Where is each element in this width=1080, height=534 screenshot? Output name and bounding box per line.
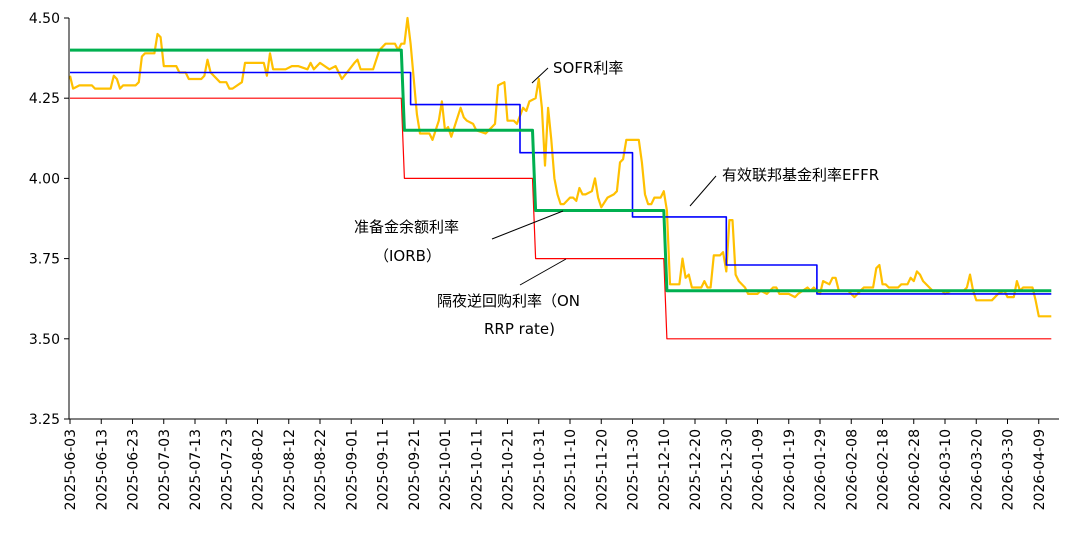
x-tick-label: 2025-10-31 — [532, 429, 548, 510]
x-tick-label: 2026-02-08 — [844, 429, 860, 510]
y-tick-label: 3.75 — [29, 252, 60, 268]
y-tick-label: 3.25 — [29, 412, 60, 428]
effr-leader-line — [689, 175, 717, 207]
onrrp-series-line — [70, 97, 1052, 340]
effr-annotation: 有效联邦基金利率EFFR — [722, 166, 879, 184]
sofr-leader-line — [531, 67, 549, 84]
x-tick-label: 2025-10-21 — [501, 429, 517, 510]
onrrp-annotation-line1: 隔夜逆回购利率（ON — [437, 292, 580, 310]
iorb-annotation-line2: （IORB） — [374, 247, 441, 265]
x-tick-label: 2025-06-13 — [94, 429, 110, 510]
x-tick-label: 2025-07-13 — [188, 429, 204, 510]
onrrp-leader-line — [519, 258, 567, 286]
x-tick-label: 2025-11-10 — [563, 429, 579, 510]
x-tick-label: 2025-06-03 — [63, 429, 79, 510]
sofr-annotation: SOFR利率 — [553, 59, 623, 77]
x-tick-label: 2025-12-30 — [719, 429, 735, 510]
x-tick-label: 2025-07-03 — [157, 429, 173, 510]
iorb-annotation-line1: 准备金余额利率 — [354, 218, 459, 236]
x-tick-label: 2026-02-18 — [876, 429, 892, 510]
x-tick-label: 2025-09-01 — [344, 429, 360, 510]
y-tick-label: 4.50 — [29, 11, 60, 27]
onrrp-annotation-line2: RRP rate) — [484, 320, 555, 338]
y-tick-label: 4.25 — [29, 91, 60, 107]
x-tick-label: 2026-02-28 — [907, 429, 923, 510]
x-tick-label: 2025-08-22 — [313, 429, 329, 510]
x-tick-label: 2025-11-30 — [626, 429, 642, 510]
x-tick-label: 2025-12-20 — [688, 429, 704, 510]
x-tick-label: 2026-01-29 — [813, 429, 829, 510]
effr-series-line — [70, 71, 1052, 295]
x-tick-label: 2025-08-02 — [251, 429, 267, 510]
x-tick-label: 2025-10-01 — [438, 429, 454, 510]
x-tick-label: 2025-07-23 — [219, 429, 235, 510]
x-tick-label: 2025-10-11 — [469, 429, 485, 510]
x-tick-label: 2025-11-20 — [594, 429, 610, 510]
x-tick-label: 2026-01-19 — [782, 429, 798, 510]
iorb-series-line — [70, 48, 1052, 293]
x-tick-label: 2025-12-10 — [657, 429, 673, 510]
axes-layer — [68, 18, 1059, 420]
y-tick-label: 4.00 — [29, 171, 60, 187]
x-tick-labels: 2025-06-03 2025-06-13 2025-06-23 2025-07-03… — [63, 419, 1048, 510]
y-tick-labels: 3.25 3.50 3.75 4.00 4.25 4.50 — [29, 11, 69, 428]
iorb-leader-line — [491, 210, 564, 240]
x-tick-label: 2026-03-30 — [1001, 429, 1017, 510]
annotations: SOFR利率 有效联邦基金利率EFFR 准备金余额利率 （IORB） 隔夜逆回购… — [354, 59, 879, 338]
x-tick-label: 2026-04-09 — [1032, 429, 1048, 510]
x-tick-label: 2025-09-11 — [376, 429, 392, 510]
x-tick-label: 2025-08-12 — [282, 429, 298, 510]
x-tick-label: 2026-01-09 — [751, 429, 767, 510]
x-tick-label: 2025-06-23 — [126, 429, 142, 510]
x-tick-label: 2026-03-20 — [969, 429, 985, 510]
y-tick-label: 3.50 — [29, 332, 60, 348]
x-tick-label: 2025-09-21 — [407, 429, 423, 510]
series-layer — [68, 16, 1052, 340]
x-tick-label: 2026-03-10 — [938, 429, 954, 510]
